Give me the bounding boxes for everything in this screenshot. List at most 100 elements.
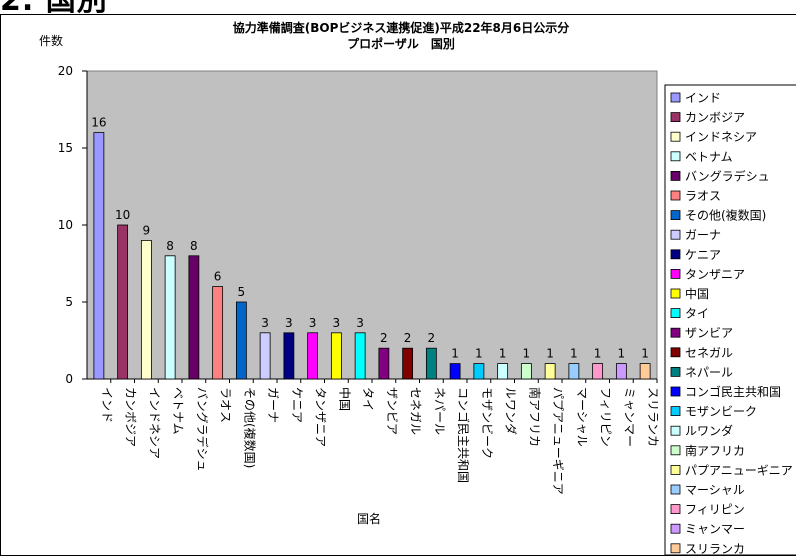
chart-frame: 協力準備調査(BOPビジネス連携促進)平成22年8月6日公示分 プロポーザル 国… (0, 14, 796, 556)
bar-value-label: 1 (570, 347, 578, 361)
bar (473, 363, 485, 380)
x-tick-label: インドネシア (147, 387, 161, 459)
x-tick-label: ネパール (432, 387, 446, 435)
legend-label: ラオス (685, 189, 721, 203)
legend-label: タイ (685, 307, 709, 321)
legend-label: バングラデシュ (685, 168, 770, 183)
legend-label: ザンビア (685, 326, 733, 340)
x-tick-label: ルワンダ (504, 387, 519, 435)
legend-swatch (670, 523, 681, 534)
x-tick-label: ケニア (290, 387, 304, 423)
x-tick-label: タンザニア (314, 387, 328, 447)
x-tick-label: コンゴ民主共和国 (456, 387, 471, 483)
bar (544, 363, 556, 380)
legend (664, 84, 796, 555)
bar (212, 286, 224, 380)
legend-swatch (670, 484, 681, 495)
x-tick-label: セネガル (409, 387, 423, 435)
bar-value-label: 1 (618, 347, 626, 361)
x-axis-title: 国名 (357, 511, 381, 526)
legend-swatch (670, 112, 681, 122)
bar-value-label: 5 (238, 285, 246, 299)
bar-value-label: 9 (143, 223, 151, 237)
bar (520, 363, 532, 380)
legend-swatch (670, 308, 681, 319)
bar-chart: 協力準備調査(BOPビジネス連携促進)平成22年8月6日公示分 プロポーザル 国… (39, 20, 796, 555)
bar-value-label: 1 (499, 347, 507, 361)
legend-label: 中国 (685, 286, 709, 301)
legend-label: その他(複数国) (685, 208, 766, 223)
legend-swatch (670, 268, 681, 279)
x-tick-labels: インド カンボジア インドネシア ベトナム バングラデシュ ラオス その他(複数国) ガーナケ… (100, 379, 660, 495)
bar-value-label: 1 (451, 347, 459, 361)
legend-label: ルワンダ (685, 423, 733, 438)
legend-swatch (670, 327, 681, 338)
bar-value-label: 2 (428, 331, 436, 345)
chart-title: 協力準備調査(BOPビジネス連携促進)平成22年8月6日公示分 (233, 20, 570, 35)
bar (93, 132, 105, 380)
legend-swatch (670, 131, 681, 142)
bar (140, 239, 152, 380)
section-heading: 2. 国別 (0, 0, 108, 18)
bar (639, 363, 651, 380)
chart-subtitle: プロポーザル 国別 (347, 36, 455, 51)
bar-value-label: 2 (404, 331, 412, 345)
legend-swatch (670, 406, 681, 417)
legend-swatch (670, 504, 681, 515)
legend-swatch (670, 210, 681, 221)
x-tick-label: フィリピン (599, 387, 613, 447)
legend-label: ネパール (685, 365, 733, 379)
x-tick-label: インド (100, 387, 114, 423)
legend-swatch (670, 249, 681, 260)
bar (592, 363, 604, 380)
legend-swatch (670, 190, 681, 201)
legend-label: コンゴ民主共和国 (685, 384, 781, 399)
x-tick-label: マーシャル (575, 387, 589, 447)
bar-value-label: 8 (190, 239, 198, 253)
legend-label: 南アフリカ (685, 443, 745, 458)
legend-swatch (670, 347, 681, 358)
bar (330, 332, 342, 380)
legend-label: モザンビーク (685, 405, 757, 419)
x-tick-label: ラオス (219, 387, 233, 423)
legend-swatch (670, 445, 681, 456)
legend-label: タンザニア (685, 267, 745, 281)
bar-value-label: 3 (333, 316, 341, 330)
legend-swatch (670, 229, 681, 240)
y-tick-label: 10 (58, 218, 73, 232)
legend-label: セネガル (685, 346, 733, 360)
y-tick-label: 20 (58, 64, 73, 78)
legend-label: ベトナム (685, 150, 733, 164)
legend-label: パプアニューギニア (685, 463, 793, 477)
legend-label: インドネシア (685, 130, 757, 144)
legend-label: フィリピン (685, 503, 745, 517)
x-tick-label: スリランカ (646, 387, 660, 447)
legend-label: スリランカ (685, 542, 745, 555)
legend-swatch (670, 366, 681, 377)
bar (188, 255, 200, 380)
legend-swatch (670, 151, 681, 162)
x-tick-label: バングラデシュ (195, 387, 210, 472)
bar (164, 255, 176, 380)
bar-value-label: 1 (641, 347, 649, 361)
x-tick-label: ベトナム (171, 387, 185, 435)
y-axis-title: 件数 (39, 33, 63, 48)
bar-value-label: 10 (115, 208, 130, 222)
bar-value-label: 3 (309, 316, 317, 330)
plot-area (86, 70, 658, 380)
y-tick-label: 0 (65, 372, 73, 386)
bar-value-label: 1 (523, 347, 531, 361)
x-tick-label: モザンビーク (480, 387, 494, 459)
legend-label: マーシャル (685, 483, 745, 497)
legend-swatch (670, 386, 681, 397)
bar (307, 332, 319, 380)
y-tick-label: 15 (58, 141, 73, 155)
bar-value-label: 3 (285, 316, 293, 330)
legend-label: ミャンマー (685, 522, 745, 536)
bar-value-label: 2 (380, 331, 388, 345)
legend-swatch (670, 288, 681, 299)
bar-value-label: 8 (166, 239, 174, 253)
bar (117, 224, 129, 380)
bar (497, 363, 509, 380)
